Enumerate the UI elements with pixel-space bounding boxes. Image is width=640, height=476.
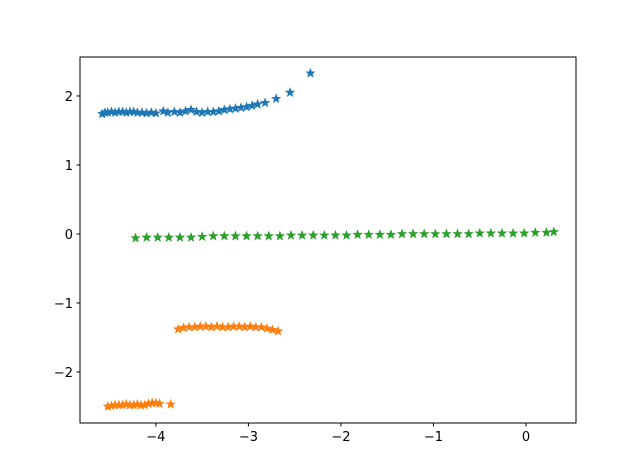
point (305, 67, 316, 78)
point (196, 231, 208, 242)
point (191, 106, 202, 117)
point (252, 98, 263, 109)
point (385, 229, 397, 240)
axes-frame (79, 56, 577, 424)
x-tick-label: −3 (239, 430, 258, 445)
point (174, 231, 186, 242)
x-tick-label: −1 (424, 430, 443, 445)
y-tick-label: −2 (54, 366, 73, 381)
point (263, 230, 274, 241)
point (267, 324, 278, 335)
point (219, 230, 230, 241)
point (259, 97, 271, 108)
y-tick-label: −1 (54, 297, 73, 312)
point (136, 107, 148, 117)
point (430, 228, 441, 239)
point (341, 229, 352, 240)
point (169, 106, 180, 117)
point (163, 231, 175, 242)
point (374, 229, 386, 240)
point (396, 228, 408, 239)
point (274, 230, 286, 241)
point (165, 398, 176, 409)
point (241, 230, 252, 241)
point (496, 227, 508, 238)
point (463, 228, 474, 239)
point (363, 229, 374, 240)
x-tick-label: 0 (522, 430, 530, 445)
point (200, 320, 212, 331)
point (208, 230, 219, 241)
point (285, 229, 297, 240)
point (530, 227, 541, 237)
point (518, 227, 530, 238)
point (284, 87, 296, 97)
point (261, 323, 273, 333)
point (270, 93, 282, 104)
point (352, 229, 363, 240)
point (150, 107, 162, 118)
x-tick-label: −4 (146, 430, 165, 445)
point (162, 107, 174, 117)
point (272, 325, 284, 336)
point (256, 321, 267, 332)
point (452, 228, 463, 239)
point (252, 230, 263, 241)
point (230, 230, 241, 241)
point (407, 228, 419, 239)
point (152, 231, 163, 242)
point (441, 228, 452, 239)
point (485, 227, 497, 238)
point (233, 320, 245, 331)
point (154, 398, 165, 409)
point (319, 229, 330, 240)
point (211, 320, 223, 331)
point (245, 320, 256, 331)
point (308, 229, 319, 240)
point (130, 232, 141, 243)
x-tick-label: −2 (331, 430, 350, 445)
point (548, 226, 559, 237)
point (330, 229, 341, 240)
y-tick-label: 2 (65, 90, 73, 105)
point (541, 227, 552, 237)
point (185, 231, 197, 242)
point (419, 228, 430, 239)
point (141, 231, 152, 242)
point (158, 105, 169, 116)
point (474, 227, 485, 238)
y-tick-label: 1 (65, 159, 73, 174)
y-tick-label: 0 (65, 228, 73, 243)
point (185, 104, 197, 115)
point (296, 229, 308, 240)
point (507, 227, 519, 238)
point (146, 107, 157, 117)
